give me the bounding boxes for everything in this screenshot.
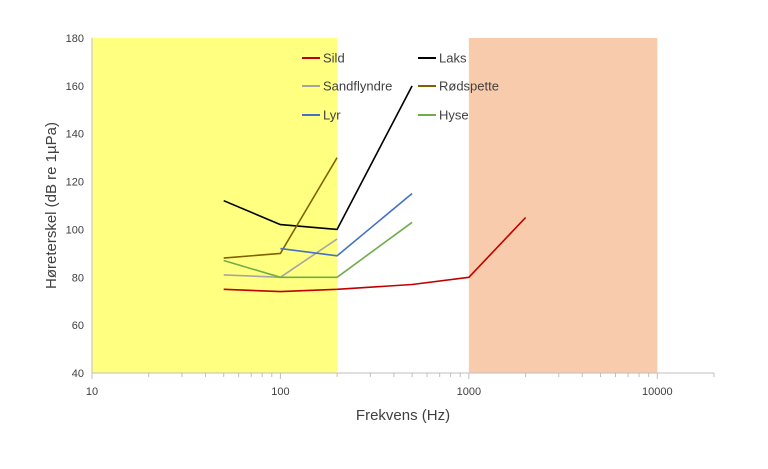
- x-tick-label: 100: [271, 386, 289, 398]
- y-tick-label: 160: [66, 81, 84, 93]
- y-axis-title: Høreterskel (dB re 1µPa): [43, 122, 60, 289]
- series-line-r-dspette: [223, 157, 338, 259]
- x-tick-label: 10: [86, 386, 98, 398]
- y-tick-label: 80: [72, 272, 84, 284]
- x-tick-label: 10000: [642, 386, 673, 398]
- series-line-hyse: [223, 221, 413, 279]
- legend-label: Rødspette: [439, 79, 499, 94]
- legend: Sild Laks Sandflyndre Rødspette Lyr Hyse: [302, 51, 499, 123]
- series-line-laks: [223, 85, 413, 231]
- y-tick-label: 140: [66, 129, 84, 141]
- series-line-lyr: [280, 192, 413, 257]
- series-line-sild: [223, 216, 527, 293]
- x-tick-label: 1000: [457, 386, 481, 398]
- shaded-region-0: [92, 38, 338, 373]
- shaded-regions: [92, 38, 658, 373]
- y-tick-label: 120: [66, 177, 84, 189]
- y-tick-label: 40: [72, 368, 84, 380]
- shaded-region-1: [468, 38, 658, 373]
- y-tick-label: 60: [72, 320, 84, 332]
- axes: [91, 38, 715, 379]
- series-lines: [223, 85, 527, 293]
- legend-label: Sild: [323, 51, 345, 66]
- x-axis-title: Frekvens (Hz): [356, 407, 450, 424]
- legend-label: Lyr: [323, 108, 341, 123]
- legend-label: Hyse: [439, 108, 469, 123]
- y-tick-label: 180: [66, 33, 84, 45]
- tick-labels: 10 100 1000 10000 40 60 80 100 120 140 160 180: [66, 33, 673, 398]
- legend-label: Laks: [439, 51, 467, 66]
- legend-label: Sandflyndre: [323, 79, 392, 94]
- y-tick-label: 100: [66, 224, 84, 236]
